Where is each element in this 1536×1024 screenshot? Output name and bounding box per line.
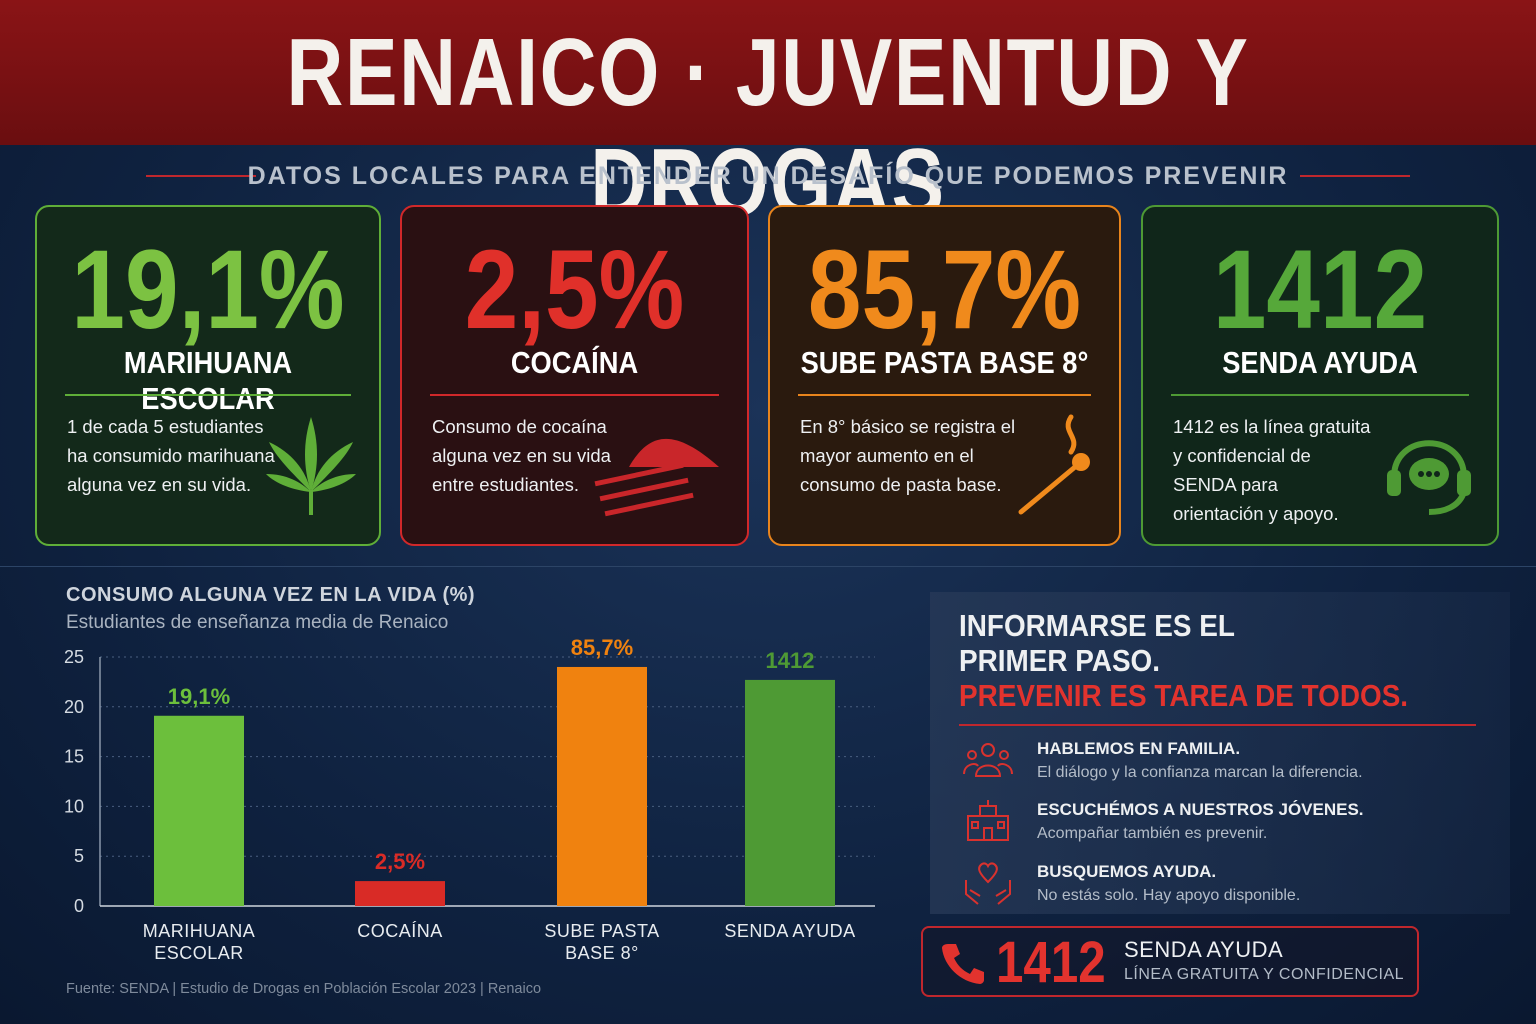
stat-text: En 8° básico se registra el mayor aument… (800, 416, 1016, 495)
x-tick-label: SUBE PASTA BASE 8° (544, 921, 660, 963)
message-panel (930, 592, 1510, 914)
bar-annotation: 85,7% (571, 635, 633, 660)
item-title: BUSQUEMOS AYUDA. (1037, 862, 1217, 881)
rule (959, 724, 1476, 726)
bar (154, 715, 244, 906)
stat-text: 1 de cada 5 estudiantes ha consumido mar… (67, 416, 275, 495)
bar-annotation: 2,5% (375, 849, 425, 874)
y-tick-label: 5 (74, 846, 84, 866)
helpline-subtitle: LÍNEA GRATUITA Y CONFIDENCIAL (1124, 966, 1405, 983)
x-tick-label: MARIHUANA ESCOLAR (142, 921, 256, 963)
chart-subtitle: Estudiantes de enseñanza media de Renaic… (66, 612, 449, 633)
title: RENAICO · JUVENTUD Y DROGAS (286, 19, 1250, 236)
stat-label: COCAÍNA (510, 345, 639, 380)
rule (146, 175, 256, 177)
message-line: PRIMER PASO. (959, 643, 1161, 678)
y-tick-label: 10 (64, 796, 84, 816)
headset-icon (1387, 440, 1471, 515)
x-tick-label: COCAÍNA (357, 921, 443, 941)
item-text: Acompañar también es prevenir. (1037, 825, 1268, 842)
message-highlight: PREVENIR ES TAREA DE TODOS. (959, 678, 1409, 713)
divider (798, 394, 1091, 396)
helpline-box (921, 926, 1419, 997)
stat-value: 1412 (1212, 227, 1428, 352)
stat-label: SUBE PASTA BASE 8° (800, 345, 1089, 380)
y-tick-label: 25 (64, 647, 84, 667)
stat-text: 1412 es la línea gratuita y confidencial… (1173, 416, 1371, 524)
item-title: HABLEMOS EN FAMILIA. (1037, 739, 1241, 758)
message-line: INFORMARSE ES EL (959, 608, 1235, 643)
item-text: No estás solo. Hay apoyo disponible. (1037, 887, 1301, 904)
leaf-icon (266, 417, 356, 515)
family-icon (963, 743, 1013, 777)
stat-card: 19,1% MARIHUANA ESCOLAR 1 de cada 5 estu… (35, 205, 381, 546)
stat-card: 1412 SENDA AYUDA 1412 es la línea gratui… (1141, 205, 1499, 546)
rule (1300, 175, 1410, 177)
x-tick-label: SENDA AYUDA (724, 921, 856, 941)
stat-card: 2,5% COCAÍNA Consumo de cocaína alguna v… (400, 205, 749, 546)
chart-title: CONSUMO ALGUNA VEZ EN LA VIDA (%) (66, 584, 476, 606)
bar (745, 679, 835, 906)
bar-annotation: 1412 (766, 648, 815, 673)
chart: 0 5 10 15 20 25 19,1% 2,5% 85,7% 1412 (64, 635, 875, 916)
item-title: ESCUCHÉMOS A NUESTROS JÓVENES. (1037, 800, 1364, 819)
helpline-number: 1412 (996, 930, 1106, 995)
phone-icon (942, 944, 984, 984)
helpline-title: SENDA AYUDA (1124, 937, 1284, 962)
stat-value: 19,1% (71, 227, 345, 352)
school-icon (967, 800, 1009, 841)
stat-label: SENDA AYUDA (1222, 345, 1418, 380)
item-text: El diálogo y la confianza marcan la dife… (1037, 764, 1363, 781)
subtitle: DATOS LOCALES PARA ENTENDER UN DESAFÍO Q… (247, 162, 1289, 190)
stat-value: 2,5% (464, 227, 685, 352)
y-tick-label: 15 (64, 747, 84, 767)
stat-card: 85,7% SUBE PASTA BASE 8° En 8° básico se… (768, 205, 1121, 546)
powder-icon (594, 438, 719, 517)
bar (557, 666, 647, 906)
separator (0, 566, 1536, 567)
header-band (0, 0, 1536, 145)
pipe-icon (1018, 414, 1090, 515)
stat-value: 85,7% (807, 227, 1082, 352)
stat-label: MARIHUANA ESCOLAR (123, 345, 293, 416)
divider (1171, 394, 1469, 396)
divider (430, 394, 719, 396)
care-icon (965, 862, 1011, 905)
divider (65, 394, 351, 396)
bar-annotation: 19,1% (168, 684, 230, 709)
stat-text: Consumo de cocaína alguna vez en su vida… (432, 416, 611, 495)
bar (355, 881, 445, 906)
source: Fuente: SENDA | Estudio de Drogas en Pob… (66, 981, 542, 997)
y-tick-label: 20 (64, 697, 84, 717)
y-tick-label: 0 (74, 896, 84, 916)
